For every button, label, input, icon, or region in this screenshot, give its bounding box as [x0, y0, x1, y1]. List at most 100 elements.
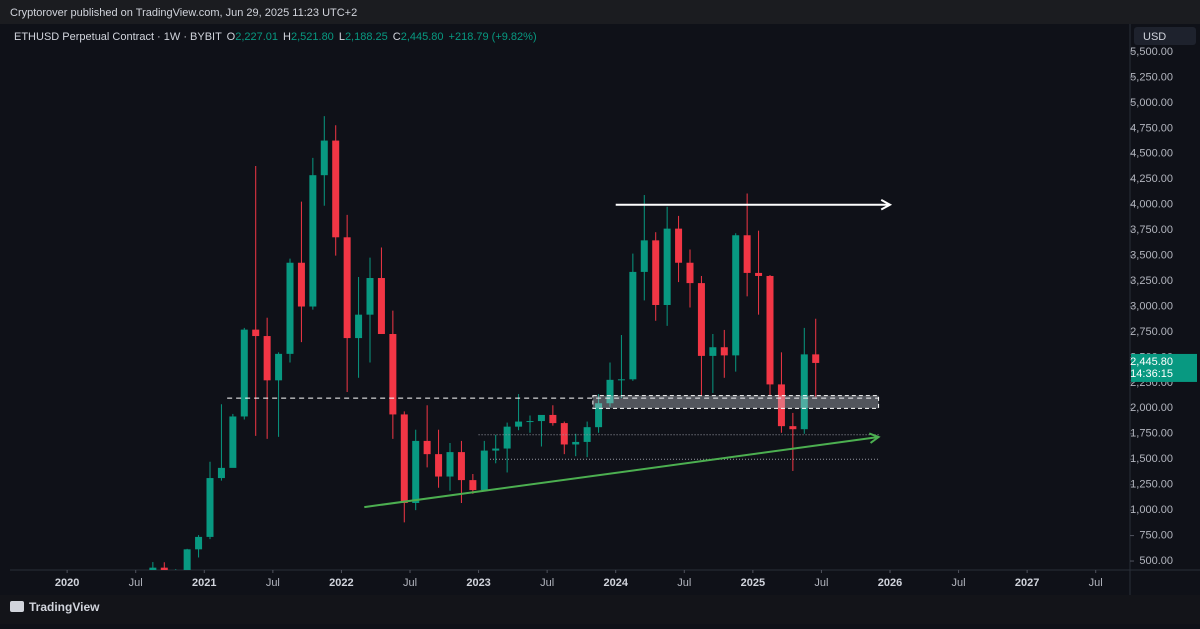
x-tick-label: 2020 [55, 577, 79, 589]
x-tick-label: Jul [1089, 577, 1103, 589]
drawing-line [364, 436, 879, 509]
candle-body [309, 175, 317, 307]
y-tick-label: 3,250.00 [1130, 275, 1173, 287]
candle-body [492, 448, 500, 451]
x-tick-label: 2021 [192, 577, 216, 589]
y-tick-label: 3,000.00 [1130, 300, 1173, 312]
legend-value: 2,227.01 [235, 31, 278, 43]
axes: ETHUSD Perpetual Contract · 1W · BYBIT O2… [14, 31, 1197, 589]
y-tick-label: 3,500.00 [1130, 250, 1173, 262]
y-tick-label: 4,750.00 [1130, 122, 1173, 134]
candle-body [640, 240, 648, 272]
candle-body [252, 329, 260, 337]
y-tick-label: 5,000.00 [1130, 97, 1173, 109]
y-tick-label: 1,000.00 [1130, 504, 1173, 516]
candle-body [423, 440, 431, 455]
candle-body [355, 314, 363, 339]
candle-body [789, 426, 797, 430]
y-tick-label: 500.00 [1139, 555, 1173, 567]
x-tick-label: 2023 [466, 577, 490, 589]
price-label: 2,445.80 [1130, 356, 1173, 368]
candle-body [766, 275, 774, 385]
candle-body [332, 140, 340, 238]
y-tick-label: 750.00 [1139, 529, 1173, 541]
y-tick-label: 1,500.00 [1130, 453, 1173, 465]
candle-body [777, 384, 785, 427]
candle-body [800, 354, 808, 430]
candle-body [389, 334, 397, 415]
arrow-head [880, 199, 893, 211]
x-tick-label: Jul [403, 577, 417, 589]
candle-body [720, 347, 728, 356]
legend-value: 2,521.80 [291, 31, 334, 43]
candle-body [629, 271, 637, 380]
candle-body [263, 336, 271, 381]
legend-key: H [283, 31, 291, 43]
currency-box [1134, 27, 1196, 45]
candle-body [526, 421, 534, 423]
candle-body [572, 441, 580, 445]
candle-body [172, 573, 179, 576]
x-tick-label: Jul [540, 577, 554, 589]
legend-key: C [393, 31, 401, 43]
legend-change: +218.79 (+9.82%) [449, 31, 537, 43]
currency: USD [1143, 31, 1166, 43]
y-tick-label: 2,000.00 [1130, 402, 1173, 414]
legend: ETHUSD Perpetual Contract · 1W · BYBIT O2… [14, 31, 537, 43]
legend-key: L [339, 31, 345, 43]
candle-body [377, 278, 385, 335]
candle-body [286, 262, 294, 354]
candle-body [697, 283, 705, 356]
x-tick-label: Jul [814, 577, 828, 589]
candle-body [206, 478, 214, 537]
countdown: 14:36:15 [1130, 368, 1173, 380]
candle-body [217, 467, 225, 479]
legend-value: 2,188.25 [345, 31, 388, 43]
header-bar [0, 0, 1200, 24]
candle-body [663, 228, 671, 305]
candle-body [755, 272, 763, 276]
candle-body [606, 379, 614, 404]
candle-body [229, 416, 237, 468]
y-tick-label: 4,500.00 [1130, 148, 1173, 160]
x-tick-label: Jul [129, 577, 143, 589]
candle-body [617, 379, 625, 381]
x-tick-label: 2026 [878, 577, 902, 589]
candle-body [320, 140, 328, 176]
y-tick-label: 4,250.00 [1130, 173, 1173, 185]
candle-body [812, 354, 820, 363]
candle-body [709, 347, 717, 356]
x-tick-label: Jul [952, 577, 966, 589]
x-tick-label: Jul [677, 577, 691, 589]
candle-body [160, 567, 168, 570]
y-tick-label: 5,250.00 [1130, 71, 1173, 83]
candle-body [503, 426, 511, 449]
x-tick-label: 2025 [741, 577, 765, 589]
plot [149, 116, 893, 576]
zone-box [592, 395, 880, 409]
candle-body [195, 536, 203, 550]
candle-body [400, 414, 408, 504]
candle-body [240, 329, 248, 417]
candle-body [469, 480, 477, 491]
candle-body [515, 421, 523, 427]
y-tick-label: 3,750.00 [1130, 224, 1173, 236]
y-tick-label: 1,250.00 [1130, 479, 1173, 491]
candle-body [457, 452, 465, 481]
candle-body [675, 228, 683, 263]
legend-symbol: ETHUSD Perpetual Contract · 1W · BYBIT [14, 31, 222, 43]
candle-body [183, 549, 191, 570]
y-tick-label: 2,750.00 [1130, 326, 1173, 338]
price-label-box [1131, 353, 1197, 382]
candle-body [480, 450, 488, 491]
candle-body [412, 440, 420, 504]
candle-body [537, 414, 545, 422]
x-tick-label: Jul [266, 577, 280, 589]
brand: TradingView [29, 600, 100, 614]
x-tick-label: 2024 [603, 577, 628, 589]
x-tick-label: 2027 [1015, 577, 1039, 589]
candle-body [732, 235, 740, 356]
y-tick-label: 4,000.00 [1130, 199, 1173, 211]
